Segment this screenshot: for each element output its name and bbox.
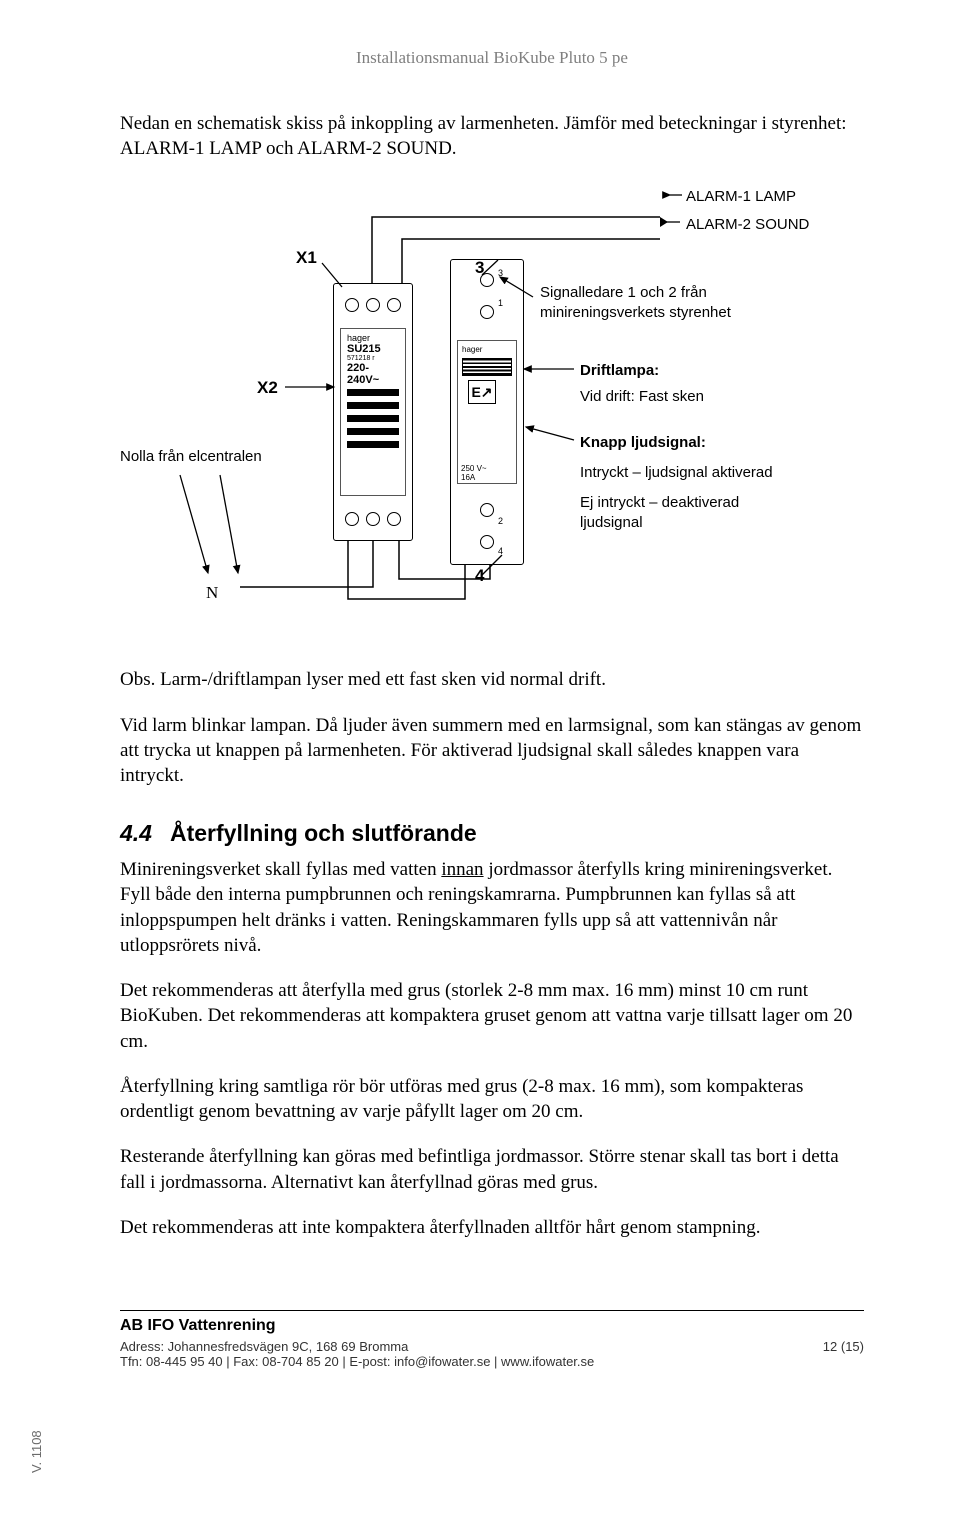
label-4: 4 [475, 565, 484, 587]
heading-text: Återfyllning och slutförande [170, 820, 477, 846]
label-knapp-2: Ej intryckt – deaktiverad ljudsignal [580, 493, 780, 532]
page-footer: AB IFO Vattenrening Adress: Johannesfred… [120, 1317, 864, 1369]
relay-amp: 16A [461, 473, 475, 482]
alarm-symbol-icon: E↗ [468, 380, 496, 404]
footer-company: AB IFO Vattenrening [120, 1317, 864, 1335]
paragraph-grus2: Återfyllning kring samtliga rör bör utfö… [120, 1074, 864, 1125]
term-num-4: 4 [498, 546, 503, 556]
footer-page-number: 12 (15) [823, 1339, 864, 1354]
label-nolla: Nolla från elcentralen [120, 447, 290, 467]
terminal-icon [387, 512, 401, 526]
paragraph-stamp: Det rekommenderas att inte kompaktera åt… [120, 1215, 864, 1240]
label-x1: X1 [296, 247, 317, 269]
su-voltage: 220-240V~ [347, 362, 399, 386]
label-knapp-1: Intryckt – ljudsignal aktiverad [580, 463, 773, 483]
footer-contact: Tfn: 08-445 95 40 | Fax: 08-704 85 20 | … [120, 1354, 864, 1369]
label-x2: X2 [257, 377, 278, 399]
terminal-icon [345, 298, 359, 312]
section-heading-4-4: 4.4 Återfyllning och slutförande [120, 818, 864, 849]
relay-module: 3 1 hager E↗ 250 V~ 16A 2 4 [450, 259, 524, 565]
paragraph-fyll: Minireningsverket skall fyllas med vatte… [120, 857, 864, 958]
label-signalledare: Signalledare 1 och 2 från minireningsver… [540, 283, 800, 322]
terminal-icon [480, 535, 494, 549]
label-n: N [206, 582, 218, 604]
paragraph-obs: Obs. Larm-/driftlampan lyser med ett fas… [120, 667, 864, 692]
paragraph-larm: Vid larm blinkar lampan. Då ljuder även … [120, 713, 864, 789]
wiring-diagram: hager SU215 571218 r 220-240V~ [120, 187, 860, 637]
terminal-icon [345, 512, 359, 526]
hatched-icon [462, 358, 512, 376]
su215-module: hager SU215 571218 r 220-240V~ [333, 283, 413, 541]
paragraph-grus1: Det rekommenderas att återfylla med grus… [120, 978, 864, 1054]
label-driftlampa-h: Driftlampa: [580, 361, 659, 381]
term-num-1: 1 [498, 298, 503, 308]
term-num-2: 2 [498, 516, 503, 526]
terminal-icon [366, 512, 380, 526]
terminal-icon [366, 298, 380, 312]
version-label: V. 1108 [29, 1430, 44, 1473]
terminal-icon [387, 298, 401, 312]
terminal-icon [480, 305, 494, 319]
relay-brand: hager [462, 345, 512, 354]
paragraph-rest: Resterande återfyllning kan göras med be… [120, 1144, 864, 1195]
label-3: 3 [475, 257, 484, 279]
term-num-3: 3 [498, 268, 503, 278]
su-model: SU215 [347, 343, 399, 355]
terminal-icon [480, 503, 494, 517]
heading-number: 4.4 [120, 820, 152, 846]
relay-volt: 250 V~ [461, 464, 487, 473]
label-driftlampa-b: Vid drift: Fast sken [580, 387, 704, 407]
su-small: 571218 r [347, 355, 399, 362]
label-knapp-h: Knapp ljudsignal: [580, 433, 706, 453]
footer-rule [120, 1310, 864, 1311]
intro-text: Nedan en schematisk skiss på inkoppling … [120, 112, 864, 161]
footer-address: Adress: Johannesfredsvägen 9C, 168 69 Br… [120, 1339, 864, 1354]
label-alarm1: ALARM-1 LAMP [686, 187, 796, 207]
label-alarm2: ALARM-2 SOUND [686, 215, 809, 235]
su-brand: hager [347, 333, 399, 343]
underlined-innan: innan [441, 859, 483, 880]
document-header: Installationsmanual BioKube Pluto 5 pe [120, 48, 864, 68]
